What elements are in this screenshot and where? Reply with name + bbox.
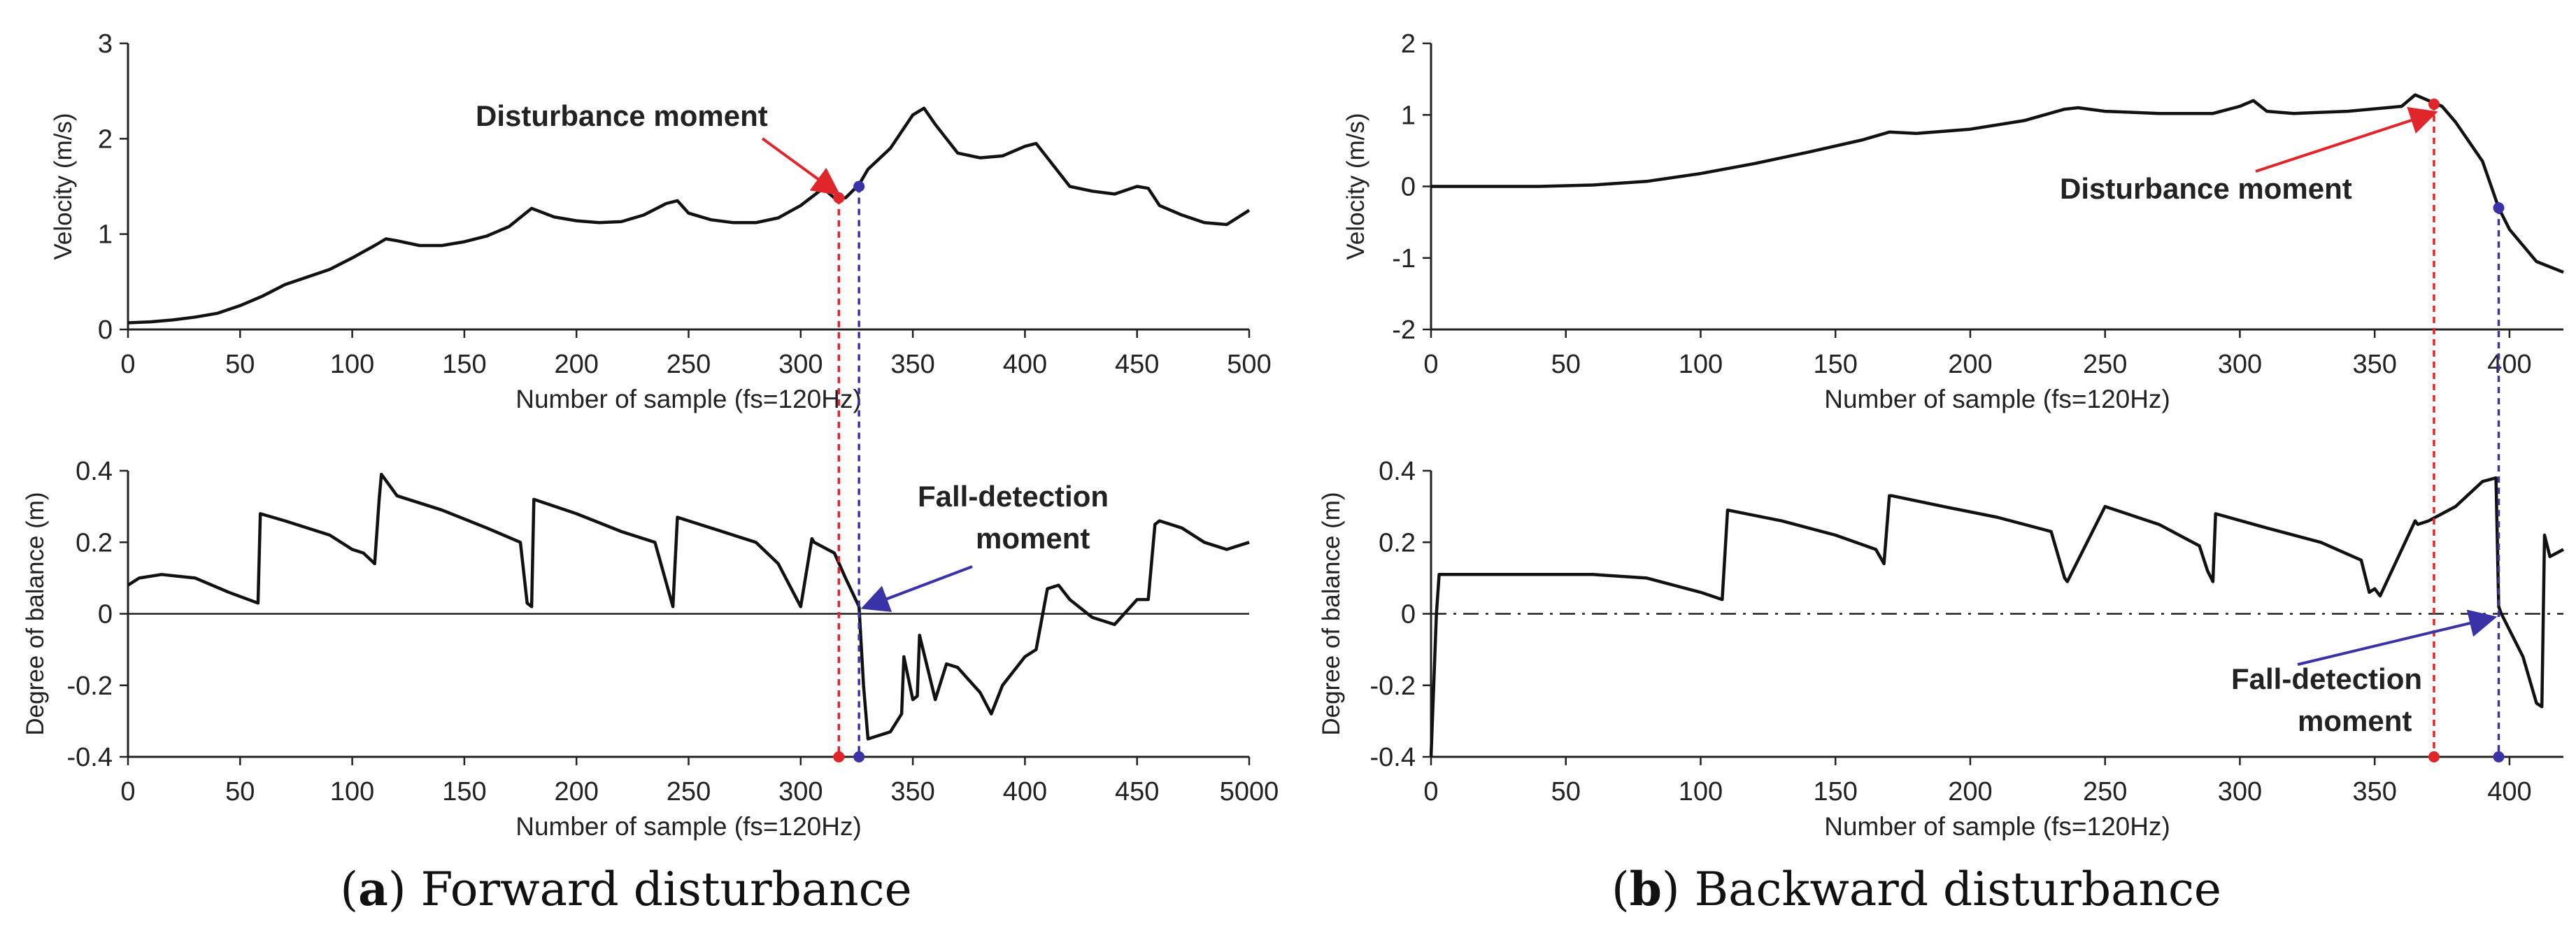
b-bottom-series-line	[1429, 476, 2565, 758]
a-top-annotation-text: Disturbance moment	[476, 99, 768, 132]
b-bottom-x-tick-label: 250	[2083, 777, 2127, 807]
a-bottom-x-tick-label: 450	[1115, 777, 1159, 807]
b-bottom-x-tick-label: 200	[1948, 777, 1992, 807]
a-top-y-tick-label: 3	[98, 29, 113, 59]
a-bottom-annotation-text-2: moment	[976, 522, 1090, 555]
a-bottom-annotation-text-1: Fall-detection	[918, 480, 1109, 513]
a-bottom-y-tick-label: -0.4	[67, 743, 113, 772]
b-bottom-x-axis-label: Number of sample (fs=120Hz)	[1824, 812, 2170, 841]
a-bottom-x-tick-label: 50	[225, 777, 255, 807]
b-top-series-line	[1431, 93, 2564, 274]
a-top-x-tick-label: 100	[330, 350, 374, 379]
a-top-y-tick-label: 2	[98, 125, 113, 154]
a-bottom-annotation-arrow	[860, 565, 973, 612]
a-bottom-x-tick-label: 300	[778, 777, 823, 807]
b-top-x-tick-label: 50	[1551, 350, 1581, 379]
b-bottom-x-tick-label: 400	[2487, 777, 2531, 807]
a-top-marker-blue	[853, 180, 865, 192]
b-top-x-axis-label: Number of sample (fs=120Hz)	[1824, 385, 2170, 413]
b-top-annotation-text: Disturbance moment	[2060, 172, 2352, 205]
b-top-y-tick-label: -2	[1392, 315, 1416, 345]
a-bottom-x-tick-label: 5000	[1220, 777, 1279, 807]
a-top-x-tick-label: 250	[667, 350, 711, 379]
b-top-x-tick-label: 300	[2218, 350, 2262, 379]
b-bottom-x-tick-label: 100	[1679, 777, 1723, 807]
a-bottom-x-tick-label: 200	[554, 777, 598, 807]
a-bottom-x-tick-label: 250	[667, 777, 711, 807]
a-top-annotation-arrow	[761, 137, 841, 196]
b-top-y-tick-label: 0	[1401, 173, 1416, 202]
a-bottom-x-tick-label: 0	[120, 777, 135, 807]
b-bottom-y-tick-label: 0.2	[1379, 528, 1416, 557]
a-top-x-tick-label: 500	[1227, 350, 1271, 379]
b-top-x-tick-label: 400	[2487, 350, 2531, 379]
a-bottom-y-tick-label: 0	[98, 600, 113, 630]
a-bottom-y-axis-label: Degree of balance (m)	[22, 492, 49, 735]
b-bottom-y-tick-label: -0.4	[1370, 743, 1416, 772]
b-bottom-y-tick-label: -0.2	[1370, 672, 1416, 701]
a-top-x-axis-label: Number of sample (fs=120Hz)	[515, 385, 862, 413]
b-bottom-annotation-text-2: moment	[2298, 704, 2412, 737]
a-bottom-marker-red	[833, 751, 845, 762]
a-top-y-tick-label: 0	[98, 315, 113, 345]
caption-b: (b) Backward disturbance	[1611, 862, 2221, 916]
a-top-x-tick-label: 300	[778, 350, 823, 379]
b-top-marker-blue	[2493, 202, 2505, 214]
b-top-y-axis-label: Velocity (m/s)	[1342, 113, 1369, 260]
a-top-y-axis-label: Velocity (m/s)	[50, 113, 77, 260]
b-top-x-tick-label: 250	[2083, 350, 2127, 379]
a-top-y-tick-label: 1	[98, 220, 113, 250]
b-top-x-tick-label: 0	[1423, 350, 1438, 379]
a-top-x-tick-label: 150	[442, 350, 486, 379]
a-top-x-tick-label: 200	[554, 350, 598, 379]
b-top-x-tick-label: 350	[2352, 350, 2396, 379]
b-bottom-x-tick-label: 350	[2352, 777, 2396, 807]
caption-a: (a) Forward disturbance	[340, 862, 912, 916]
a-bottom-y-tick-label: -0.2	[67, 672, 113, 701]
a-bottom-x-tick-label: 100	[330, 777, 374, 807]
b-bottom-x-tick-label: 50	[1551, 777, 1581, 807]
b-bottom-marker-blue	[2493, 751, 2505, 762]
b-bottom-y-axis-label: Degree of balance (m)	[1318, 492, 1345, 735]
a-top-x-tick-label: 0	[120, 350, 135, 379]
b-top-annotation-arrow	[2255, 106, 2438, 173]
b-bottom-annotation-text-1: Fall-detection	[2231, 662, 2422, 695]
b-bottom-x-tick-label: 0	[1423, 777, 1438, 807]
b-top-x-tick-label: 200	[1948, 350, 1992, 379]
b-bottom-y-tick-label: 0	[1401, 600, 1416, 630]
b-top-y-tick-label: 1	[1401, 101, 1416, 130]
a-bottom-y-tick-label: 0.2	[76, 528, 113, 557]
b-top-x-tick-label: 100	[1679, 350, 1723, 379]
b-bottom-x-tick-label: 300	[2218, 777, 2262, 807]
b-bottom-x-tick-label: 150	[1814, 777, 1858, 807]
a-bottom-x-tick-label: 150	[442, 777, 486, 807]
b-top-y-tick-label: -1	[1392, 244, 1416, 273]
a-bottom-y-tick-label: 0.4	[76, 457, 113, 486]
b-bottom-annotation-arrow	[2297, 609, 2498, 666]
a-bottom-x-tick-label: 350	[890, 777, 934, 807]
a-bottom-series-line	[127, 472, 1250, 741]
b-top-y-tick-label: 2	[1401, 29, 1416, 59]
a-bottom-marker-blue	[853, 751, 865, 762]
b-top-x-tick-label: 150	[1814, 350, 1858, 379]
a-top-series-line	[127, 106, 1251, 325]
a-bottom-x-axis-label: Number of sample (fs=120Hz)	[515, 812, 862, 841]
a-bottom-x-tick-label: 400	[1003, 777, 1047, 807]
a-top-x-tick-label: 350	[890, 350, 934, 379]
a-top-x-tick-label: 50	[225, 350, 255, 379]
a-top-x-tick-label: 400	[1003, 350, 1047, 379]
b-top-marker-red	[2428, 98, 2440, 110]
b-bottom-marker-red	[2428, 751, 2440, 762]
a-top-x-tick-label: 450	[1115, 350, 1159, 379]
b-bottom-y-tick-label: 0.4	[1379, 457, 1416, 486]
a-top-marker-red	[833, 192, 845, 204]
